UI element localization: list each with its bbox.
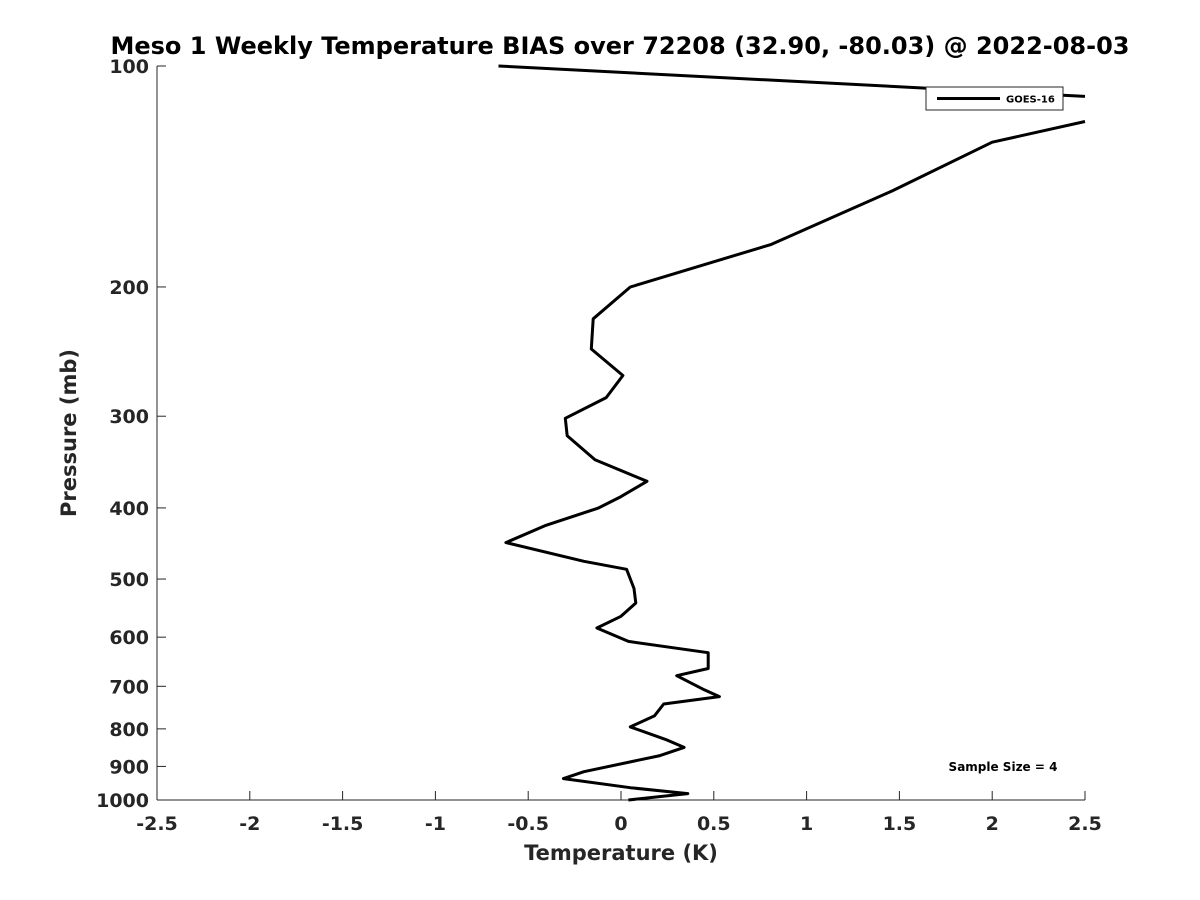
x-tick-label: -2.5 <box>136 813 178 835</box>
y-tick-label: 500 <box>109 569 149 591</box>
y-tick-label: 700 <box>109 676 149 698</box>
y-tick-label: 100 <box>109 56 149 78</box>
chart-title: Meso 1 Weekly Temperature BIAS over 7220… <box>110 32 1129 60</box>
sample-size-annotation: Sample Size = 4 <box>949 760 1058 774</box>
x-tick-label: -2 <box>239 813 260 835</box>
y-tick-label: 200 <box>109 277 149 299</box>
y-tick-label: 300 <box>109 406 149 428</box>
x-tick-label: 2.5 <box>1068 813 1102 835</box>
x-tick-label: 0.5 <box>697 813 731 835</box>
plot-axes <box>156 66 1085 801</box>
x-tick-label: -1.5 <box>322 813 364 835</box>
y-tick-label: 900 <box>109 756 149 778</box>
series-layer <box>498 64 1086 802</box>
x-axis-label: Temperature (K) <box>524 841 718 865</box>
x-tick-label: 2 <box>986 813 999 835</box>
y-tick-label: 600 <box>109 627 149 649</box>
y-ticks: 100 200 300 400 500 600 700 800 900 1000 <box>96 56 166 812</box>
y-tick-label: 800 <box>109 719 149 741</box>
x-ticks: -2.5 -2 -1.5 -1 -0.5 0 0.5 1 1.5 2 2.5 <box>136 791 1102 835</box>
x-tick-label: -1 <box>425 813 446 835</box>
x-tick-label: 1 <box>800 813 813 835</box>
x-tick-label: 1.5 <box>883 813 917 835</box>
x-tick-label: 0 <box>614 813 627 835</box>
series-line-goes-16-segment-2 <box>504 120 1086 802</box>
y-tick-label: 400 <box>109 498 149 520</box>
y-tick-label: 1000 <box>96 790 149 812</box>
x-tick-label: -0.5 <box>507 813 549 835</box>
legend: GOES-16 <box>925 86 1064 111</box>
legend-entry-goes-16: GOES-16 <box>1006 95 1055 106</box>
y-axis-label: Pressure (mb) <box>57 349 81 517</box>
